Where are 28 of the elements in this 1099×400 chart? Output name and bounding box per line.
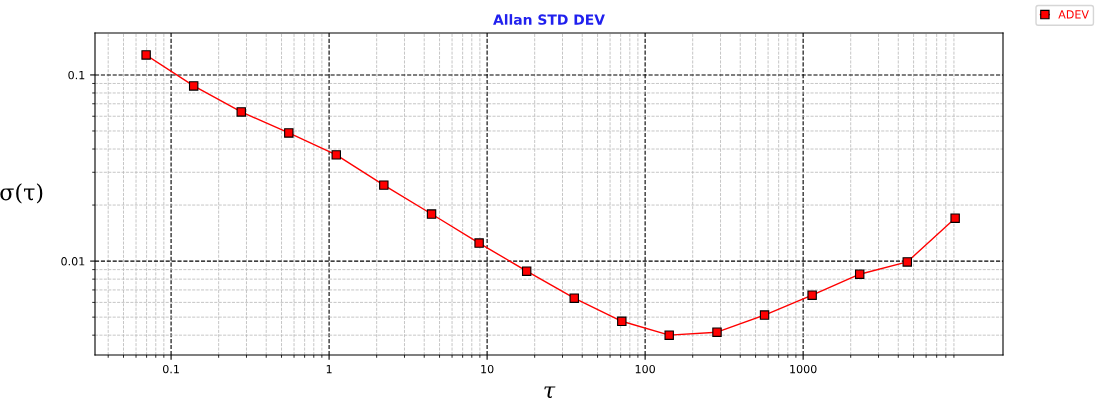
point [379, 180, 389, 190]
point [569, 293, 579, 303]
y-tick-label: 0.01 [61, 257, 85, 266]
point [617, 316, 627, 327]
x-tick-label: 1 [326, 365, 332, 374]
x-tick-label: 0.1 [162, 364, 179, 374]
chart-title: Allan STD DEV [493, 14, 605, 25]
x-tick-label: 1000 [790, 364, 817, 374]
point [854, 269, 865, 279]
x-tick-label: 10 [481, 364, 494, 374]
point [807, 290, 817, 300]
point [759, 310, 770, 320]
point [474, 238, 484, 248]
point [664, 330, 674, 340]
point [426, 209, 437, 219]
point [284, 128, 294, 138]
x-axis-title: τ [544, 386, 556, 399]
legend-label: ADEV [1058, 10, 1089, 19]
point [950, 213, 960, 223]
point [236, 107, 246, 117]
point [188, 81, 199, 91]
point [521, 266, 532, 276]
x-tick-label: 100 [635, 364, 655, 374]
point [712, 327, 722, 337]
point [902, 257, 912, 267]
y-axis-title: σ(τ) [0, 183, 43, 204]
point [331, 150, 341, 160]
point [141, 50, 151, 60]
